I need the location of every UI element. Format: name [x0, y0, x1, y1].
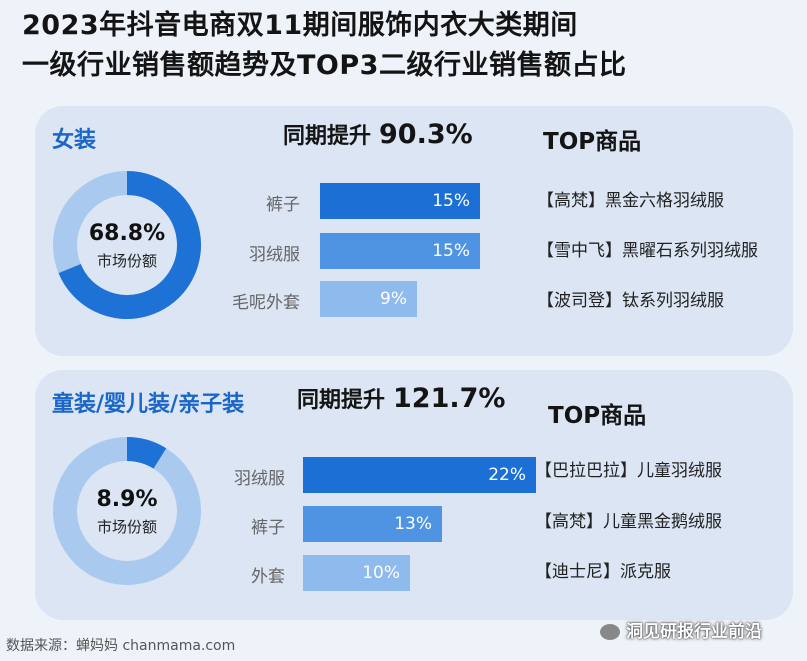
growth-value: 121.7% — [393, 383, 506, 414]
bar-value-label: 15% — [432, 191, 470, 211]
top-products-title: TOP商品 — [548, 403, 647, 429]
growth-label: 同期提升 — [297, 388, 386, 413]
bar-value-label: 9% — [380, 289, 407, 309]
bar: 13% — [303, 506, 442, 542]
category-card-kids: 童装/婴儿装/亲子装 同期提升 121.7% TOP商品 8.9% 市场份额 羽绒… — [35, 370, 793, 620]
bar-category-label: 羽绒服 — [249, 245, 300, 265]
title-line-2: 一级行业销售额趋势及TOP3二级行业销售额占比 — [22, 50, 627, 81]
source-note: 数据来源：蝉妈妈 chanmama.com — [6, 638, 236, 654]
bar-category-label: 羽绒服 — [234, 469, 285, 489]
bar: 15% — [320, 233, 480, 269]
watermark-text: 洞见研报行业前沿 — [626, 622, 762, 642]
bar-category-label: 外套 — [251, 567, 285, 587]
chart-title: 2023年抖音电商双11期间服饰内衣大类期间 一级行业销售额趋势及TOP3二级行… — [22, 6, 802, 86]
top-product-item: 【迪士尼】派克服 — [535, 562, 671, 582]
category-title: 女装 — [52, 128, 97, 153]
wechat-icon — [600, 624, 620, 640]
bar-category-label: 裤子 — [251, 518, 285, 538]
growth-metric: 同期提升 121.7% — [297, 382, 505, 414]
top-product-item: 【高梵】黑金六格羽绒服 — [537, 191, 724, 211]
top-product-item: 【波司登】钛系列羽绒服 — [537, 291, 724, 311]
growth-label: 同期提升 — [283, 124, 372, 149]
donut-share-arc — [126, 437, 167, 469]
bar-value-label: 13% — [394, 514, 432, 534]
bar-value-label: 15% — [432, 241, 470, 261]
bar: 9% — [320, 281, 417, 317]
top-product-item: 【高梵】儿童黑金鹅绒服 — [535, 512, 722, 532]
bar: 15% — [320, 183, 480, 219]
donut-center-text: 8.9% 市场份额 — [52, 487, 202, 537]
growth-metric: 同期提升 90.3% — [283, 118, 473, 150]
donut-center-text: 68.8% 市场份额 — [52, 221, 202, 271]
category-card-womens: 女装 同期提升 90.3% TOP商品 68.8% 市场份额 裤子 15% 羽绒服… — [35, 106, 793, 356]
title-line-1: 2023年抖音电商双11期间服饰内衣大类期间 — [22, 10, 578, 41]
top-product-item: 【巴拉巴拉】儿童羽绒服 — [535, 461, 722, 481]
bar: 22% — [303, 457, 536, 493]
market-share-value: 8.9% — [96, 487, 158, 512]
bar-value-label: 10% — [362, 563, 400, 583]
donut-share-arc — [58, 171, 201, 319]
category-title: 童装/婴儿装/亲子装 — [52, 392, 245, 417]
market-share-label: 市场份额 — [96, 252, 157, 270]
market-share-donut — [53, 171, 201, 319]
market-share-donut — [53, 437, 201, 585]
growth-value: 90.3% — [379, 119, 473, 150]
bar-category-label: 毛呢外套 — [232, 293, 300, 313]
bar-value-label: 22% — [488, 465, 526, 485]
market-share-label: 市场份额 — [96, 518, 157, 536]
top-product-item: 【雪中飞】黑曜石系列羽绒服 — [537, 241, 758, 261]
bar-category-label: 裤子 — [266, 195, 300, 215]
watermark: 洞见研报行业前沿 — [600, 617, 762, 642]
top-products-title: TOP商品 — [543, 129, 642, 155]
bar: 10% — [303, 555, 410, 591]
market-share-value: 68.8% — [88, 221, 166, 246]
